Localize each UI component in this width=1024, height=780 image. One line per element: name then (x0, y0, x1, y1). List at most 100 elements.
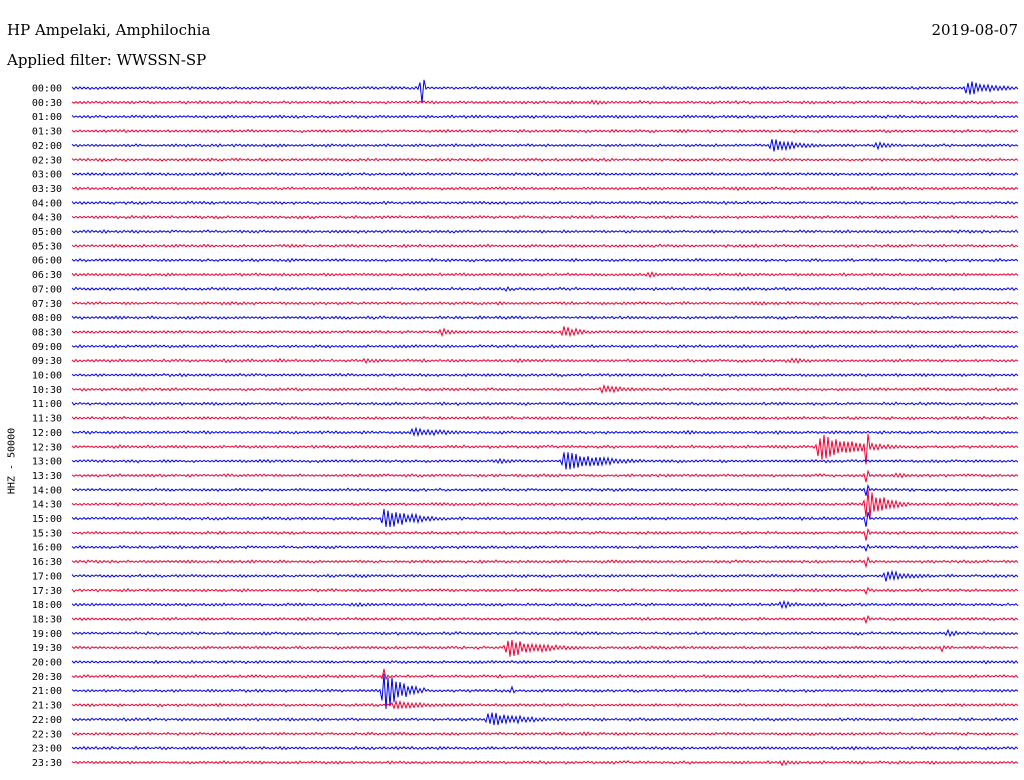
time-label-1300: 13:00 (32, 457, 62, 468)
trace-0130 (71, 128, 1019, 134)
trace-1630 (71, 555, 1019, 569)
trace-2100 (71, 673, 1019, 710)
time-label-1530: 15:30 (32, 528, 62, 539)
trace-1030 (71, 383, 1019, 395)
trace-0400 (71, 200, 1019, 206)
trace-2030 (71, 668, 1019, 681)
time-label-2330: 23:30 (32, 758, 62, 769)
trace-0730 (71, 300, 1019, 306)
time-label-1900: 19:00 (32, 629, 62, 640)
time-label-0800: 08:00 (32, 313, 62, 324)
time-label-0200: 02:00 (32, 141, 62, 152)
trace-1300 (71, 452, 1019, 470)
trace-1230 (71, 433, 1019, 465)
trace-0630 (71, 271, 1019, 279)
trace-2000 (71, 659, 1019, 665)
time-label-1830: 18:30 (32, 614, 62, 625)
time-label-2300: 23:00 (32, 744, 62, 755)
trace-0800 (71, 315, 1019, 321)
time-label-0830: 08:30 (32, 327, 62, 338)
trace-1800 (71, 599, 1019, 610)
trace-0430 (71, 214, 1019, 220)
time-label-0030: 00:30 (32, 98, 62, 109)
trace-0900 (71, 344, 1019, 349)
time-label-2230: 22:30 (32, 729, 62, 740)
time-label-1500: 15:00 (32, 514, 62, 525)
time-label-0930: 09:30 (32, 356, 62, 367)
trace-1130 (71, 415, 1019, 421)
trace-0530 (71, 243, 1019, 249)
filter-label: Applied filter: WWSSN-SP (7, 51, 207, 69)
time-label-1430: 14:30 (32, 500, 62, 511)
trace-0300 (71, 171, 1019, 177)
time-label-1330: 13:30 (32, 471, 62, 482)
trace-1600 (71, 543, 1019, 553)
time-label-1400: 14:00 (32, 485, 62, 496)
trace-0000 (71, 79, 1019, 103)
trace-1400 (71, 483, 1019, 496)
time-label-0230: 02:30 (32, 155, 62, 166)
time-label-1230: 12:30 (32, 442, 62, 453)
trace-0700 (71, 285, 1019, 292)
trace-1900 (71, 628, 1019, 638)
time-label-2130: 21:30 (32, 701, 62, 712)
time-label-0130: 01:30 (32, 127, 62, 138)
time-label-1700: 17:00 (32, 571, 62, 582)
trace-0500 (71, 229, 1019, 234)
time-label-1630: 16:30 (32, 557, 62, 568)
trace-2330 (71, 759, 1019, 767)
trace-2230 (71, 731, 1019, 737)
time-label-2200: 22:00 (32, 715, 62, 726)
time-label-1200: 12:00 (32, 428, 62, 439)
trace-1200 (71, 426, 1019, 438)
time-label-1030: 10:30 (32, 385, 62, 396)
time-label-0500: 05:00 (32, 227, 62, 238)
time-label-1800: 18:00 (32, 600, 62, 611)
trace-1330 (71, 469, 1019, 483)
trace-1530 (71, 527, 1019, 541)
trace-1100 (71, 401, 1019, 407)
time-label-1930: 19:30 (32, 643, 62, 654)
trace-0230 (71, 157, 1019, 163)
time-label-1100: 11:00 (32, 399, 62, 410)
time-label-0430: 04:30 (32, 213, 62, 224)
time-label-0400: 04:00 (32, 198, 62, 209)
trace-1000 (71, 372, 1019, 378)
trace-0830 (71, 326, 1019, 338)
trace-1700 (71, 569, 1019, 582)
trace-0600 (71, 257, 1019, 263)
trace-1730 (71, 586, 1019, 596)
trace-0200 (71, 139, 1019, 152)
time-label-1130: 11:30 (32, 414, 62, 425)
time-label-1600: 16:00 (32, 543, 62, 554)
time-label-0000: 00:00 (32, 84, 62, 95)
trace-2200 (71, 712, 1019, 726)
date-label: 2019-08-07 (931, 21, 1018, 39)
time-label-0530: 05:30 (32, 241, 62, 252)
time-label-2100: 21:00 (32, 686, 62, 697)
time-label-2000: 20:00 (32, 658, 62, 669)
time-label-0730: 07:30 (32, 299, 62, 310)
time-label-0700: 07:00 (32, 284, 62, 295)
time-label-1730: 17:30 (32, 586, 62, 597)
time-label-0600: 06:00 (32, 256, 62, 267)
trace-0930 (71, 357, 1019, 365)
time-label-0300: 03:00 (32, 170, 62, 181)
trace-1830 (71, 614, 1019, 625)
trace-1500 (71, 508, 1019, 528)
trace-0030 (71, 99, 1019, 106)
trace-0330 (71, 186, 1019, 192)
trace-1430 (71, 489, 1019, 518)
station-title: HP Ampelaki, Amphilochia (7, 21, 211, 39)
time-label-0100: 01:00 (32, 112, 62, 123)
trace-2130 (71, 699, 1019, 711)
time-label-1000: 10:00 (32, 371, 62, 382)
trace-0100 (71, 114, 1019, 120)
time-label-0630: 06:30 (32, 270, 62, 281)
trace-2300 (71, 745, 1019, 751)
time-label-0330: 03:30 (32, 184, 62, 195)
time-label-2030: 20:30 (32, 672, 62, 683)
trace-1930 (71, 639, 1019, 657)
